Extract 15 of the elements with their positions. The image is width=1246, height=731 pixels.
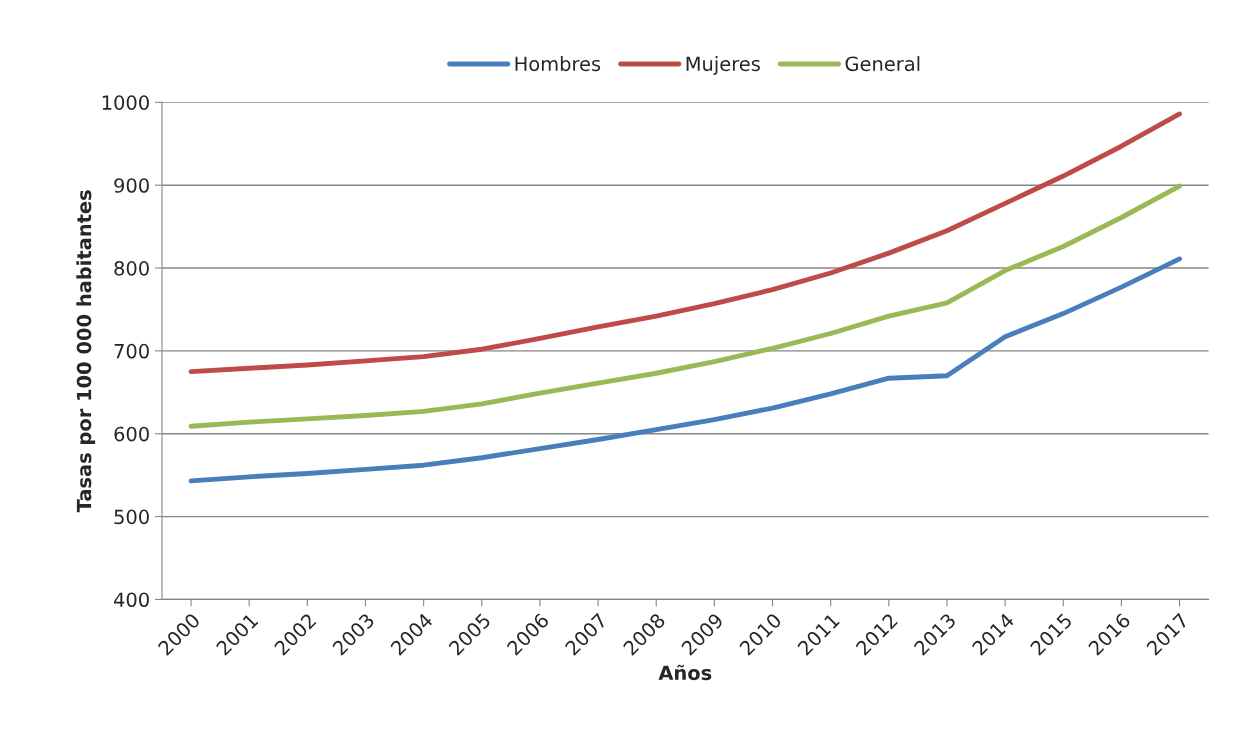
line-series xyxy=(188,183,1182,429)
line-series xyxy=(188,256,1182,484)
y-tick-label: 700 xyxy=(114,343,149,359)
y-tick-label: 900 xyxy=(114,178,149,193)
y-tick-label: 1000 xyxy=(102,95,149,110)
line-series xyxy=(188,111,1182,375)
y-tick-label: 400 xyxy=(114,592,149,608)
y-tick-label: 600 xyxy=(114,426,149,442)
x-axis-title: Años xyxy=(658,664,712,681)
y-tick-label: 500 xyxy=(114,509,149,525)
y-tick-label: 800 xyxy=(114,260,149,276)
legend-label: General xyxy=(845,56,920,72)
y-axis-title: Tasas por 100 000 habitantes xyxy=(76,190,96,513)
legend-label: Hombres xyxy=(515,56,601,72)
legend-label: Mujeres xyxy=(686,56,760,75)
